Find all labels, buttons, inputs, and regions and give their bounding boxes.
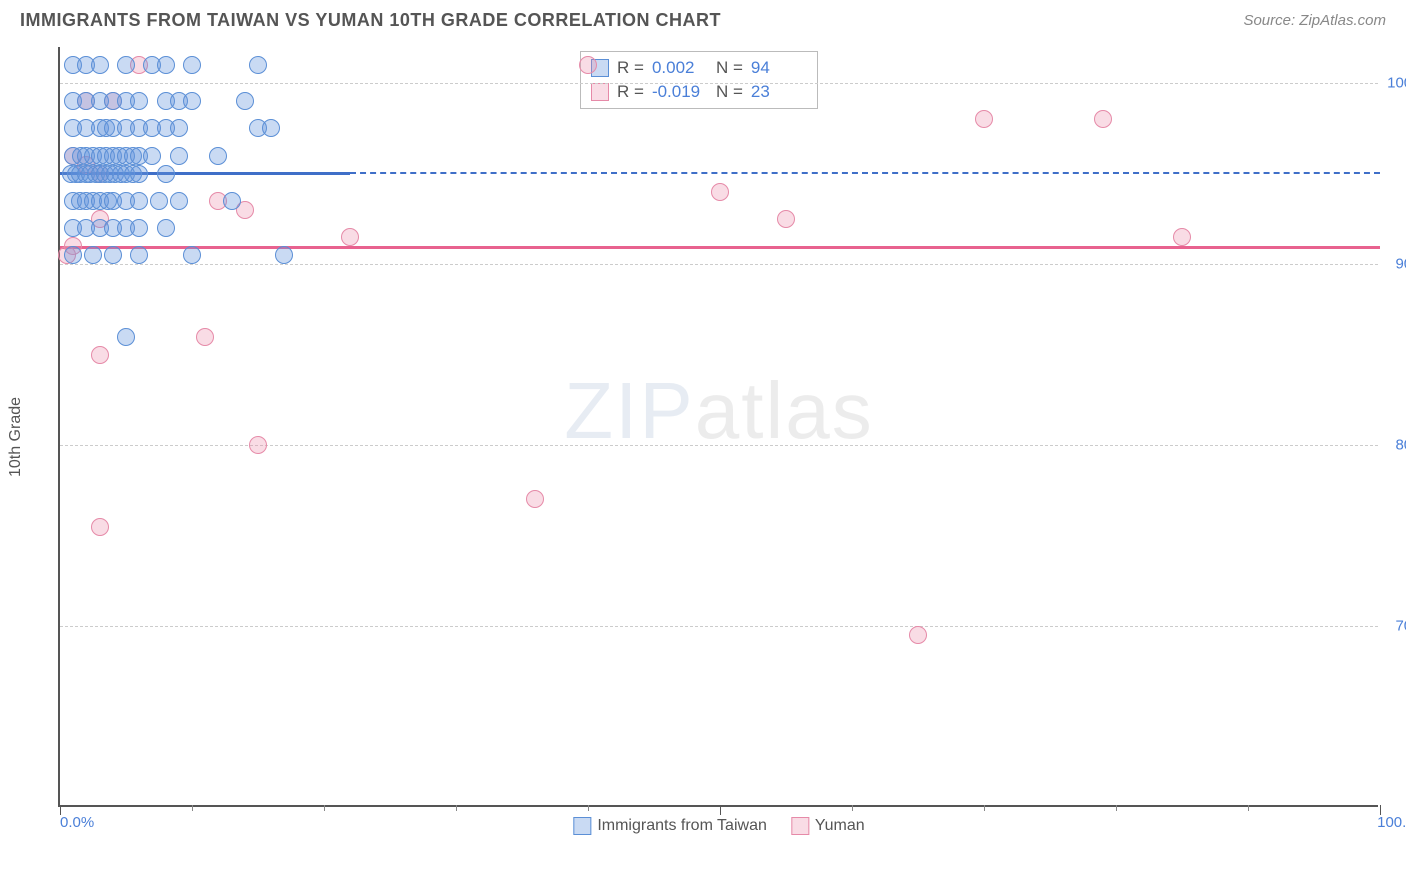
- trendline-yuman: [60, 246, 1380, 249]
- watermark-light: atlas: [695, 366, 874, 455]
- gridline-h: [60, 626, 1378, 627]
- scatter-point-yuman: [91, 346, 109, 364]
- legend-swatch: [591, 83, 609, 101]
- scatter-point-taiwan: [117, 328, 135, 346]
- y-tick-label: 70.0%: [1395, 618, 1406, 635]
- scatter-point-yuman: [91, 518, 109, 536]
- scatter-point-taiwan: [130, 246, 148, 264]
- watermark-bold: ZIP: [564, 366, 694, 455]
- scatter-point-taiwan: [157, 219, 175, 237]
- x-tick-major: [1380, 805, 1381, 815]
- n-label: N =: [716, 82, 743, 102]
- r-label: R =: [617, 82, 644, 102]
- x-axis-min-label: 0.0%: [60, 814, 94, 831]
- scatter-point-taiwan: [130, 92, 148, 110]
- scatter-point-taiwan: [130, 165, 148, 183]
- scatter-point-taiwan: [275, 246, 293, 264]
- legend-item-taiwan: Immigrants from Taiwan: [573, 817, 767, 835]
- chart-title: IMMIGRANTS FROM TAIWAN VS YUMAN 10TH GRA…: [20, 10, 721, 31]
- x-tick-minor: [1248, 805, 1249, 811]
- scatter-point-taiwan: [130, 192, 148, 210]
- legend-swatch-yuman: [791, 817, 809, 835]
- scatter-point-taiwan: [223, 192, 241, 210]
- scatter-point-taiwan: [84, 246, 102, 264]
- scatter-point-taiwan: [91, 56, 109, 74]
- r-value: 0.002: [652, 58, 708, 78]
- scatter-point-taiwan: [64, 246, 82, 264]
- source-text: Source: ZipAtlas.com: [1243, 12, 1386, 29]
- scatter-point-taiwan: [183, 246, 201, 264]
- scatter-point-taiwan: [170, 147, 188, 165]
- y-axis-title: 10th Grade: [7, 397, 25, 477]
- y-tick-label: 90.0%: [1395, 256, 1406, 273]
- x-tick-minor: [324, 805, 325, 811]
- scatter-point-taiwan: [157, 56, 175, 74]
- scatter-point-taiwan: [262, 119, 280, 137]
- scatter-point-yuman: [975, 110, 993, 128]
- n-value: 23: [751, 82, 807, 102]
- x-tick-minor: [456, 805, 457, 811]
- trendline-dashed-taiwan: [350, 172, 1380, 174]
- scatter-point-taiwan: [170, 119, 188, 137]
- scatter-point-yuman: [249, 436, 267, 454]
- r-label: R =: [617, 58, 644, 78]
- scatter-point-taiwan: [130, 219, 148, 237]
- scatter-point-yuman: [341, 228, 359, 246]
- scatter-point-taiwan: [143, 147, 161, 165]
- legend-item-yuman: Yuman: [791, 817, 865, 835]
- gridline-h: [60, 264, 1378, 265]
- scatter-point-taiwan: [170, 192, 188, 210]
- legend-label-taiwan: Immigrants from Taiwan: [597, 817, 767, 835]
- x-tick-minor: [1116, 805, 1117, 811]
- y-tick-label: 100.0%: [1387, 75, 1406, 92]
- n-label: N =: [716, 58, 743, 78]
- x-tick-major: [60, 805, 61, 815]
- scatter-point-taiwan: [104, 246, 122, 264]
- legend-stats-box: R = 0.002 N = 94 R = -0.019 N = 23: [580, 51, 818, 109]
- x-axis-max-label: 100.0%: [1377, 814, 1406, 831]
- y-tick-label: 80.0%: [1395, 437, 1406, 454]
- legend-swatch-taiwan: [573, 817, 591, 835]
- scatter-point-yuman: [711, 183, 729, 201]
- r-value: -0.019: [652, 82, 708, 102]
- gridline-h: [60, 83, 1378, 84]
- scatter-point-taiwan: [150, 192, 168, 210]
- plot-area: ZIPatlas 0.0% 100.0% R =0.002N =94R =-0.…: [58, 47, 1378, 807]
- legend-stats-row-taiwan: R = 0.002 N = 94: [591, 56, 807, 80]
- scatter-point-taiwan: [249, 56, 267, 74]
- x-tick-minor: [984, 805, 985, 811]
- x-tick-minor: [192, 805, 193, 811]
- n-value: 94: [751, 58, 807, 78]
- scatter-point-yuman: [1173, 228, 1191, 246]
- scatter-point-yuman: [579, 56, 597, 74]
- scatter-point-taiwan: [183, 56, 201, 74]
- x-tick-minor: [852, 805, 853, 811]
- legend-label-yuman: Yuman: [815, 817, 865, 835]
- scatter-point-yuman: [526, 490, 544, 508]
- scatter-point-taiwan: [209, 147, 227, 165]
- scatter-point-taiwan: [183, 92, 201, 110]
- scatter-point-taiwan: [157, 165, 175, 183]
- scatter-point-yuman: [777, 210, 795, 228]
- scatter-point-taiwan: [236, 92, 254, 110]
- x-tick-minor: [588, 805, 589, 811]
- bottom-legend: Immigrants from Taiwan Yuman: [573, 817, 864, 835]
- scatter-point-yuman: [196, 328, 214, 346]
- scatter-point-yuman: [909, 626, 927, 644]
- scatter-point-taiwan: [117, 56, 135, 74]
- scatter-point-yuman: [1094, 110, 1112, 128]
- chart-container: 10th Grade ZIPatlas 0.0% 100.0% R =0.002…: [20, 37, 1386, 837]
- watermark: ZIPatlas: [564, 365, 873, 457]
- x-tick-major: [720, 805, 721, 815]
